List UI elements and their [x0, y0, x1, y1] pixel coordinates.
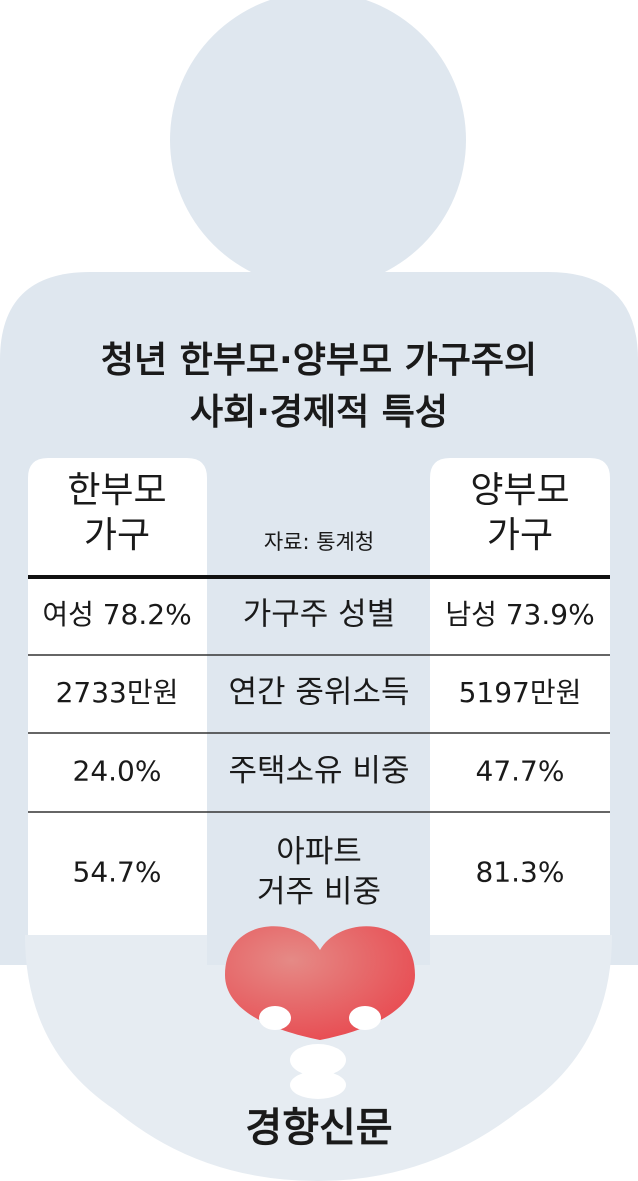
title-line: 사회·경제적 특성 [190, 392, 448, 433]
row-label: 가구주 성별 [243, 597, 395, 633]
column-header: 가구 [84, 515, 150, 556]
row-label: 주택소유 비중 [229, 753, 410, 789]
source: 자료: 통계청 [264, 530, 374, 554]
left-value: 24.0% [73, 755, 162, 788]
right-value: 남성 73.9% [445, 598, 594, 631]
row-label: 아파트 [276, 834, 362, 870]
right-value: 81.3% [476, 856, 565, 889]
row-label: 거주 비중 [257, 874, 381, 910]
left-value: 54.7% [73, 856, 162, 889]
column-header: 가구 [487, 515, 553, 556]
column-header: 한부모 [67, 470, 166, 511]
right-value: 5197만원 [459, 676, 582, 709]
left-value: 2733만원 [56, 676, 179, 709]
column-header: 양부모 [470, 470, 569, 511]
left-value: 여성 78.2% [42, 598, 191, 631]
table-cells [28, 458, 610, 935]
right-value: 47.7% [476, 755, 565, 788]
heart [225, 926, 415, 1099]
row-label: 연간 중위소득 [229, 675, 410, 711]
watermark: 경향신문 [245, 1105, 392, 1151]
title-line: 청년 한부모·양부모 가구주의 [101, 340, 537, 381]
